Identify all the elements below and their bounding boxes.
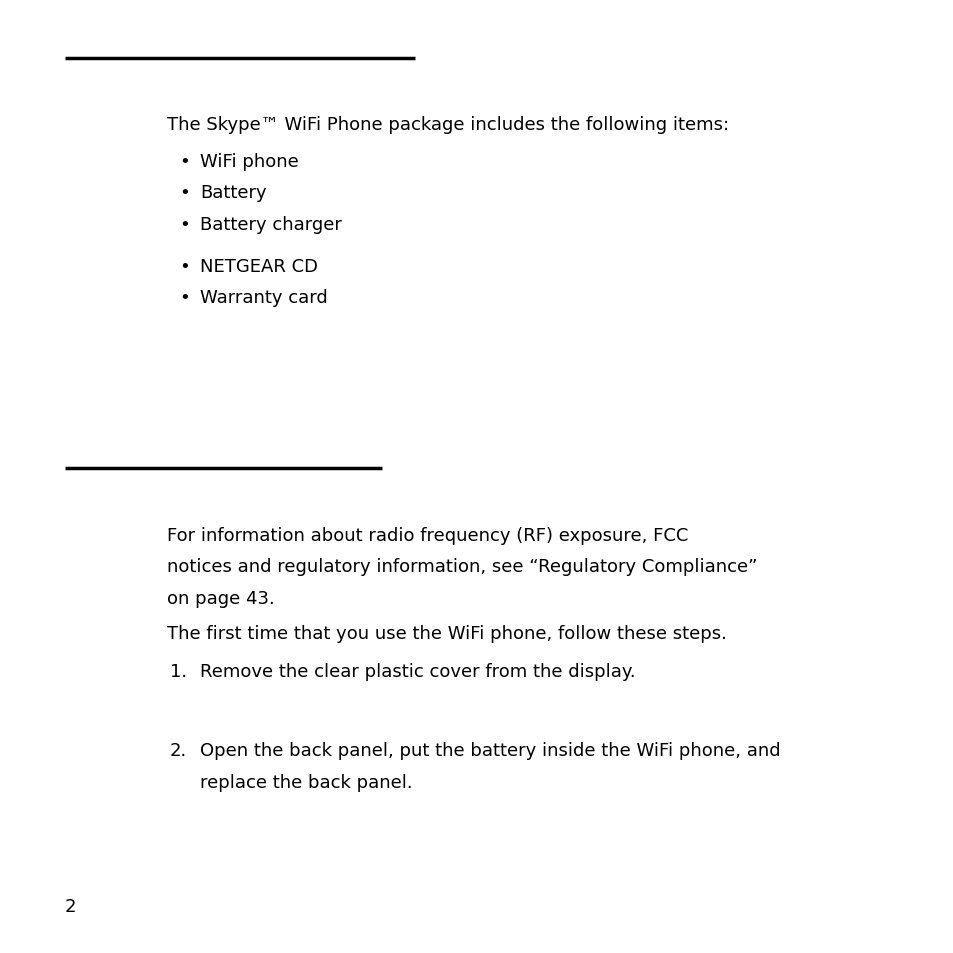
Text: For information about radio frequency (RF) exposure, FCC: For information about radio frequency (R… [167, 526, 688, 544]
Text: The first time that you use the WiFi phone, follow these steps.: The first time that you use the WiFi pho… [167, 624, 726, 642]
Text: •: • [179, 215, 190, 233]
Text: 1.: 1. [170, 662, 187, 680]
Text: •: • [179, 152, 190, 171]
Text: replace the back panel.: replace the back panel. [200, 773, 413, 791]
Text: notices and regulatory information, see “Regulatory Compliance”: notices and regulatory information, see … [167, 558, 757, 576]
Text: Battery: Battery [200, 184, 267, 202]
Text: 2.: 2. [170, 741, 187, 760]
Text: WiFi phone: WiFi phone [200, 152, 299, 171]
Text: •: • [179, 257, 190, 275]
Text: Open the back panel, put the battery inside the WiFi phone, and: Open the back panel, put the battery ins… [200, 741, 781, 760]
Text: on page 43.: on page 43. [167, 589, 274, 607]
Text: Warranty card: Warranty card [200, 289, 328, 307]
Text: The Skype™ WiFi Phone package includes the following items:: The Skype™ WiFi Phone package includes t… [167, 116, 728, 134]
Text: •: • [179, 184, 190, 202]
Text: 2: 2 [65, 897, 76, 915]
Text: •: • [179, 289, 190, 307]
Text: Remove the clear plastic cover from the display.: Remove the clear plastic cover from the … [200, 662, 636, 680]
Text: NETGEAR CD: NETGEAR CD [200, 257, 318, 275]
Text: Battery charger: Battery charger [200, 215, 342, 233]
